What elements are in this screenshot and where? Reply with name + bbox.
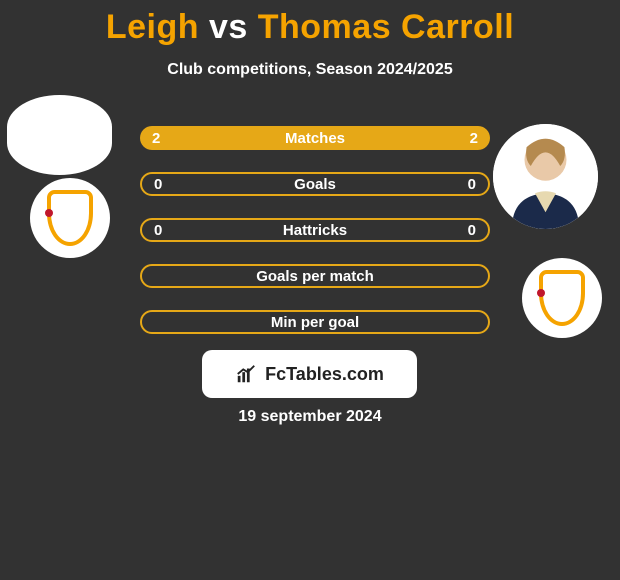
chart-icon	[235, 363, 257, 385]
stat-bar: 0 Hattricks 0	[140, 218, 490, 242]
stat-label: Goals per match	[256, 268, 374, 285]
stat-label: Min per goal	[271, 314, 359, 331]
stat-bars: 2 Matches 2 0 Goals 0 0 Hattricks 0 Goals per mat…	[140, 126, 490, 356]
stat-label: Matches	[285, 130, 345, 147]
player-right-avatar	[493, 124, 598, 229]
stat-right-value: 2	[470, 130, 478, 147]
stat-left-value: 2	[152, 130, 160, 147]
stat-right-value: 0	[468, 222, 476, 239]
avatar-person-icon	[493, 124, 598, 229]
stat-label: Hattricks	[283, 222, 347, 239]
stat-left-value: 0	[154, 222, 162, 239]
title-player2: Thomas Carroll	[258, 8, 514, 46]
player-left-avatar	[7, 95, 112, 175]
footer-date: 19 september 2024	[0, 408, 620, 426]
page-title: Leigh vs Thomas Carroll	[0, 0, 620, 47]
title-vs: vs	[209, 8, 248, 46]
club-crest-icon	[39, 187, 101, 249]
title-player1: Leigh	[106, 8, 199, 46]
stat-bar: 0 Goals 0	[140, 172, 490, 196]
brand-text: FcTables.com	[265, 364, 384, 385]
stat-label: Goals	[294, 176, 336, 193]
stat-bar: Min per goal	[140, 310, 490, 334]
player-left-club-crest	[30, 178, 110, 258]
avatar-placeholder-icon	[7, 95, 112, 175]
player-right-club-crest	[522, 258, 602, 338]
stat-left-value: 0	[154, 176, 162, 193]
brand-badge: FcTables.com	[202, 350, 417, 398]
stat-bar: 2 Matches 2	[140, 126, 490, 150]
stat-right-value: 0	[468, 176, 476, 193]
subtitle: Club competitions, Season 2024/2025	[0, 61, 620, 79]
stat-bar: Goals per match	[140, 264, 490, 288]
club-crest-icon	[531, 267, 593, 329]
